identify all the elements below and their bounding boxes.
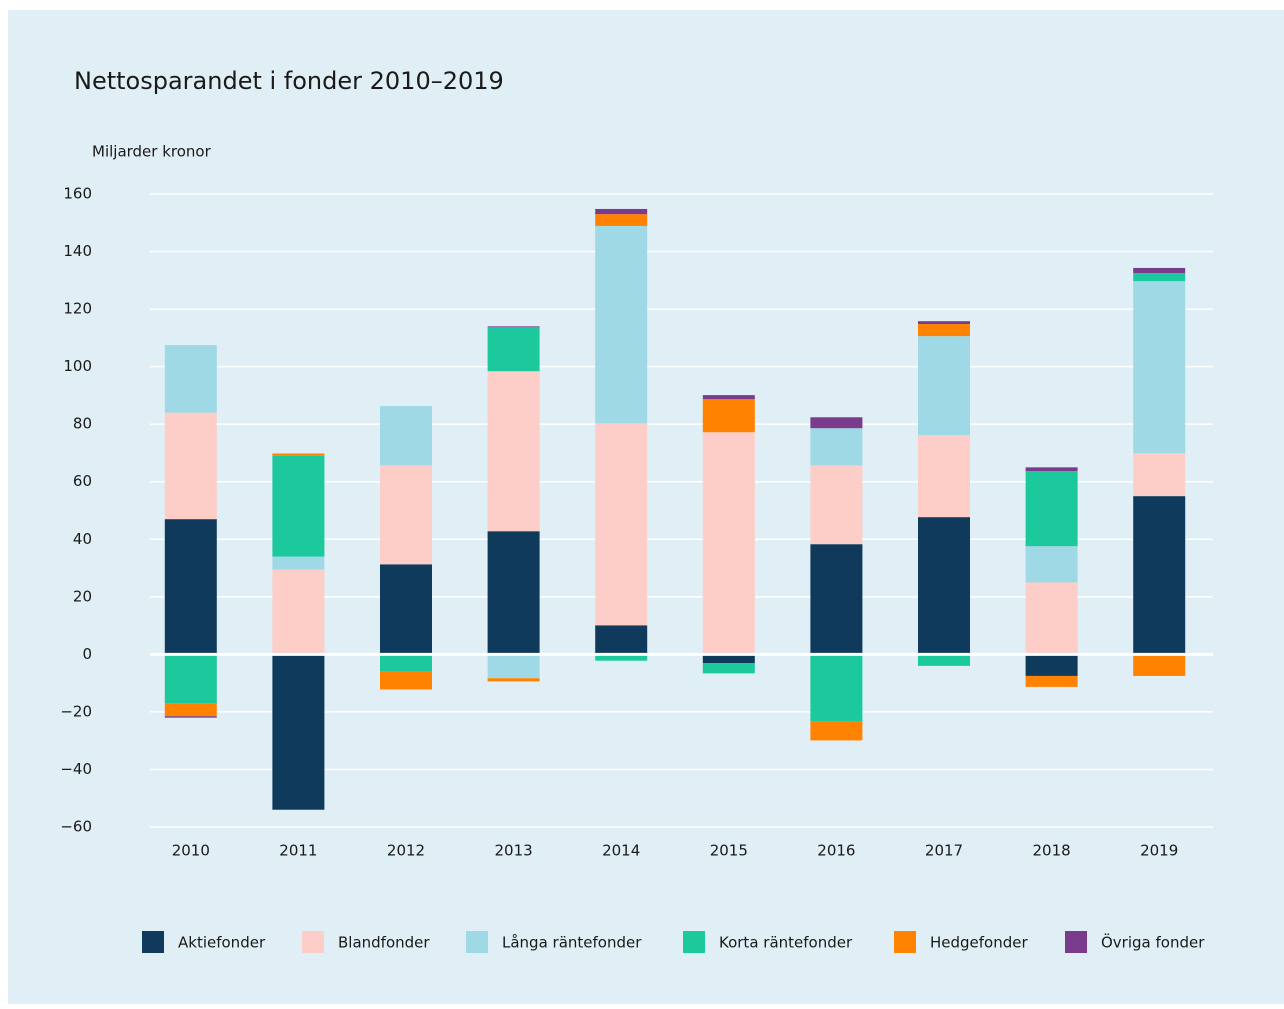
y-tick-label: 140 — [63, 242, 92, 260]
bar-segment — [810, 654, 863, 722]
bar-segment — [595, 654, 648, 661]
legend-swatch — [302, 931, 324, 953]
bar-segment — [272, 654, 325, 810]
y-tick-label: −40 — [60, 760, 92, 778]
bar-segment — [272, 455, 325, 557]
x-tick-label: 2014 — [602, 842, 640, 860]
bar-segment — [164, 716, 217, 718]
bar-segment — [164, 519, 217, 655]
bar-segment — [702, 432, 755, 655]
legend-swatch — [466, 931, 488, 953]
bar-segment — [380, 406, 432, 466]
bar-segment — [595, 214, 648, 226]
bar-segment — [595, 625, 648, 655]
bar-segment — [380, 465, 432, 565]
bar-segment — [272, 453, 325, 456]
bar-segment — [1025, 471, 1078, 547]
legend-label: Korta räntefonder — [719, 934, 853, 952]
y-tick-label: 20 — [73, 587, 92, 605]
x-tick-label: 2011 — [279, 842, 317, 860]
bar-segment — [810, 428, 863, 466]
bar-segment — [380, 564, 432, 655]
legend-label: Långa räntefonder — [502, 934, 642, 952]
bar-segment — [164, 703, 217, 717]
bar-segment — [487, 371, 540, 532]
y-axis-label: Miljarder kronor — [92, 143, 212, 161]
bar-segment — [1025, 582, 1078, 655]
bar-segment — [810, 417, 863, 429]
bar-segment — [702, 399, 755, 433]
bar-segment — [1133, 267, 1186, 274]
bar-segment — [918, 517, 970, 655]
bar-segment — [272, 556, 325, 570]
y-tick-label: 80 — [73, 415, 92, 433]
legend-label: Aktiefonder — [178, 934, 266, 952]
x-tick-label: 2015 — [710, 842, 748, 860]
y-tick-label: 160 — [63, 185, 92, 203]
bar-segment — [595, 225, 648, 424]
y-tick-label: 40 — [73, 530, 92, 548]
bar-segment — [164, 654, 217, 704]
bar-segment — [1133, 654, 1186, 676]
x-tick-label: 2018 — [1033, 842, 1071, 860]
bar-segment — [487, 654, 540, 679]
bar-segment — [164, 345, 217, 413]
bar-segment — [702, 662, 755, 674]
legend-swatch — [894, 931, 916, 953]
y-tick-label: 120 — [63, 300, 92, 318]
bar-segment — [810, 721, 863, 741]
legend-label: Hedgefonder — [930, 934, 1028, 952]
bar-segment — [1133, 496, 1186, 655]
x-tick-label: 2013 — [495, 842, 533, 860]
bar-segment — [810, 544, 863, 655]
bar-segment — [918, 321, 970, 325]
y-tick-label: −60 — [60, 818, 92, 836]
bar-segment — [918, 324, 970, 337]
bar-segment — [487, 531, 540, 655]
bar-segment — [164, 412, 217, 520]
x-tick-label: 2010 — [172, 842, 210, 860]
bar-segment — [1133, 273, 1186, 282]
legend-label: Övriga fonder — [1101, 933, 1205, 952]
y-tick-label: 100 — [63, 357, 92, 375]
y-tick-label: −20 — [60, 702, 92, 720]
bar-segment — [918, 435, 970, 518]
x-tick-label: 2016 — [817, 842, 855, 860]
bar-segment — [918, 336, 970, 436]
y-tick-label: 0 — [82, 645, 92, 663]
bar-segment — [810, 465, 863, 545]
bar-segment — [702, 654, 755, 663]
bar-segment — [380, 654, 432, 672]
bar-segment — [487, 326, 540, 328]
bar-segment — [918, 654, 970, 666]
bar-segment — [1025, 467, 1078, 472]
legend-swatch — [142, 931, 164, 953]
bar-segment — [1133, 281, 1186, 454]
chart-title: Nettosparandet i fonder 2010–2019 — [74, 67, 504, 95]
y-tick-label: 60 — [73, 472, 92, 490]
bar-segment — [272, 569, 325, 655]
bar-segment — [595, 423, 648, 626]
bar-segment — [487, 678, 540, 682]
bar-segment — [1025, 654, 1078, 676]
x-tick-label: 2012 — [387, 842, 425, 860]
bar-segment — [380, 671, 432, 690]
legend-swatch — [1065, 931, 1087, 953]
bar-segment — [487, 327, 540, 372]
legend-label: Blandfonder — [338, 934, 430, 952]
bar-segment — [1025, 546, 1078, 583]
bar-segment — [595, 208, 648, 215]
legend-swatch — [683, 931, 705, 953]
bar-segment — [1025, 675, 1078, 687]
bar-segment — [702, 395, 755, 400]
bar-segment — [1133, 453, 1186, 497]
x-tick-label: 2019 — [1140, 842, 1178, 860]
x-tick-label: 2017 — [925, 842, 963, 860]
